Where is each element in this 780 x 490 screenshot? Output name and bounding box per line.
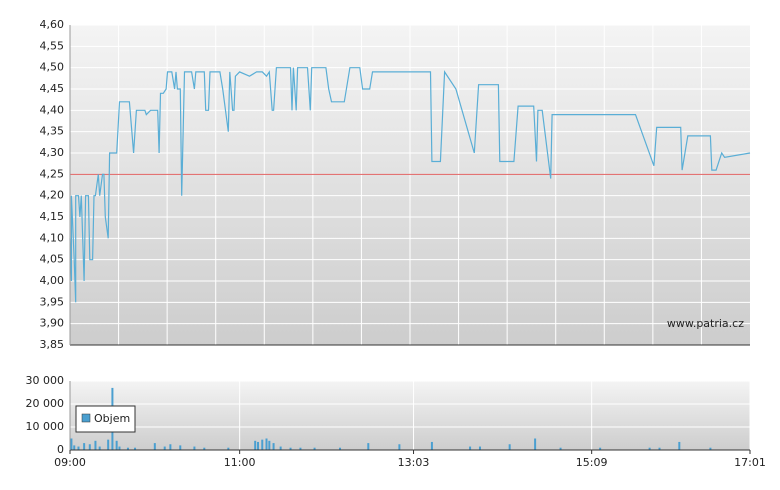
- y-tick-label: 4,05: [40, 253, 65, 266]
- volume-bar: [257, 441, 260, 450]
- legend-label: Objem: [94, 412, 130, 425]
- y-tick-label: 3,95: [40, 295, 65, 308]
- x-tick-label: 11:00: [224, 456, 256, 469]
- volume-bar: [658, 447, 661, 450]
- y-tick-label: 4,45: [40, 82, 65, 95]
- y-tick-label: 4,40: [40, 103, 65, 116]
- volume-bar: [98, 446, 101, 450]
- volume-bar: [169, 444, 172, 450]
- volume-bar: [599, 447, 602, 450]
- y-tick-label: 10 000: [26, 420, 65, 433]
- volume-bar: [153, 443, 156, 450]
- y-tick-label: 20 000: [26, 397, 65, 410]
- y-tick-label: 4,55: [40, 39, 65, 52]
- y-tick-label: 4,20: [40, 189, 65, 202]
- volume-bar: [94, 440, 97, 450]
- volume-bar: [534, 438, 537, 450]
- y-tick-label: 3,90: [40, 317, 65, 330]
- volume-bar: [83, 443, 86, 450]
- y-tick-label: 4,30: [40, 146, 65, 159]
- volume-bar: [478, 446, 481, 450]
- volume-bar: [279, 446, 282, 450]
- volume-bar: [193, 446, 196, 450]
- volume-bar: [289, 447, 292, 450]
- volume-bar: [313, 447, 316, 450]
- y-tick-label: 4,60: [40, 18, 65, 31]
- volume-bar: [268, 440, 271, 450]
- volume-bar: [254, 440, 257, 450]
- volume-bar: [73, 445, 76, 450]
- volume-bar: [134, 447, 137, 450]
- watermark: www.patria.cz: [667, 317, 744, 330]
- y-tick-label: 4,00: [40, 274, 65, 287]
- x-tick-label: 13:03: [398, 456, 430, 469]
- volume-bar: [469, 446, 472, 450]
- volume-bar: [678, 441, 681, 450]
- volume-bar: [227, 447, 230, 450]
- volume-bar: [272, 443, 275, 450]
- y-tick-label: 4,35: [40, 125, 65, 138]
- y-tick-label: 4,50: [40, 61, 65, 74]
- marks: 3,85 3,90 3,95 4,00 4,05 4,10 4,15 4,20 4,25 4,30…: [26, 18, 766, 469]
- legend-swatch: [81, 413, 91, 423]
- volume-bar: [77, 446, 80, 450]
- volume-bar: [70, 438, 73, 450]
- volume-bar: [179, 445, 182, 450]
- volume-bar: [261, 439, 264, 450]
- y-tick-label: 4,15: [40, 210, 65, 223]
- volume-bar: [118, 446, 121, 450]
- volume-bar: [115, 440, 118, 450]
- volume-bar: [339, 447, 342, 450]
- x-tick-label: 09:00: [54, 456, 86, 469]
- y-tick-label: 30 000: [26, 374, 65, 387]
- price-line: [69, 67, 751, 303]
- volume-bar: [508, 444, 511, 450]
- volume-bar: [88, 444, 91, 450]
- y-tick-label: 4,10: [40, 231, 65, 244]
- volume-bar: [648, 447, 651, 450]
- volume-bar: [367, 443, 370, 450]
- volume-bar: [126, 447, 129, 450]
- minor-grid: [118, 25, 702, 345]
- volume-bar: [299, 447, 302, 450]
- volume-bar: [559, 447, 562, 450]
- volume-bar: [163, 446, 166, 450]
- volume-bar: [203, 447, 206, 450]
- volume-bar: [107, 439, 110, 450]
- volume-bar: [265, 438, 268, 450]
- x-tick-label: 15:09: [576, 456, 608, 469]
- volume-plot-area: [70, 381, 750, 450]
- volume-bar: [398, 444, 401, 450]
- y-tick-label: 4,25: [40, 167, 65, 180]
- volume-bar: [709, 447, 712, 450]
- x-tick-label: 17:01: [734, 456, 766, 469]
- y-tick-label: 3,85: [40, 338, 65, 351]
- volume-bar: [430, 441, 433, 450]
- y-tick-label: 0: [57, 443, 64, 456]
